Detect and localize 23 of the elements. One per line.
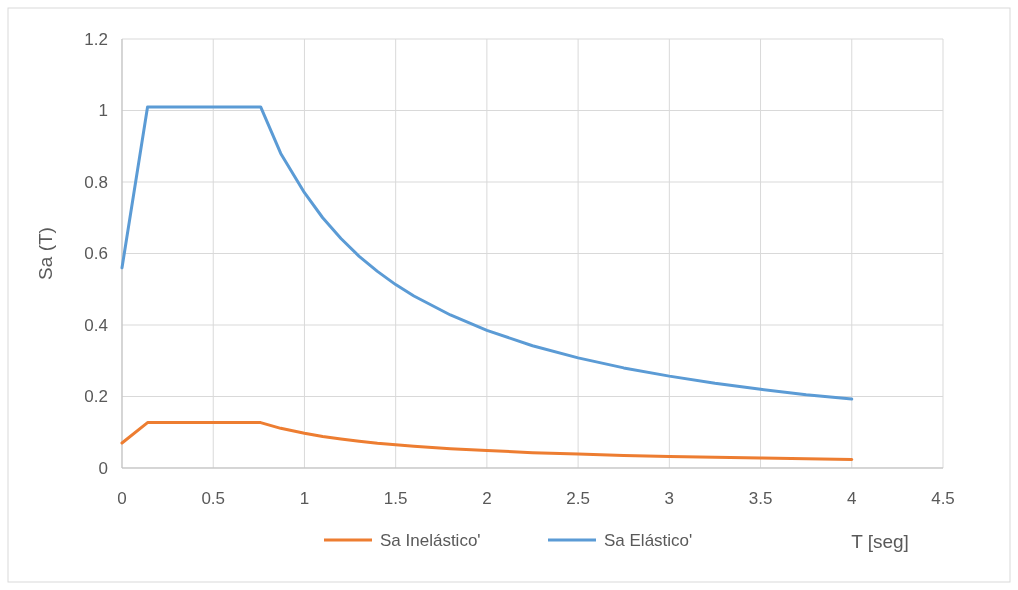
legend-label: Sa Inelástico' [380, 530, 481, 550]
x-tick-label: 2.5 [566, 489, 590, 508]
x-tick-label: 0 [117, 489, 127, 508]
y-tick-label: 0 [98, 458, 108, 478]
y-tick-label: 0.8 [84, 172, 108, 192]
x-tick-label: 3.5 [748, 489, 773, 508]
x-tick-label: 1 [299, 489, 310, 508]
y-axis-title: Sa (T) [35, 227, 56, 280]
y-tick-label: 1.2 [84, 29, 108, 49]
x-tick-label: 1.5 [383, 489, 408, 508]
y-tick-label: 0.4 [84, 315, 108, 335]
x-tick-label: 2 [482, 489, 492, 508]
x-tick-label: 4 [847, 489, 857, 508]
line-series [120, 421, 854, 461]
y-tick-label: 1 [98, 101, 108, 121]
x-tick-label: 3 [664, 489, 675, 508]
x-tick-label: 0.5 [201, 489, 226, 508]
y-tick-label: 0.6 [84, 244, 108, 264]
line-series [120, 105, 854, 401]
x-axis-title: T [seg] [851, 531, 909, 552]
legend-label: Sa Elástico' [604, 530, 693, 550]
x-tick-label: 4.5 [931, 489, 955, 508]
y-tick-label: 0.2 [84, 387, 108, 407]
